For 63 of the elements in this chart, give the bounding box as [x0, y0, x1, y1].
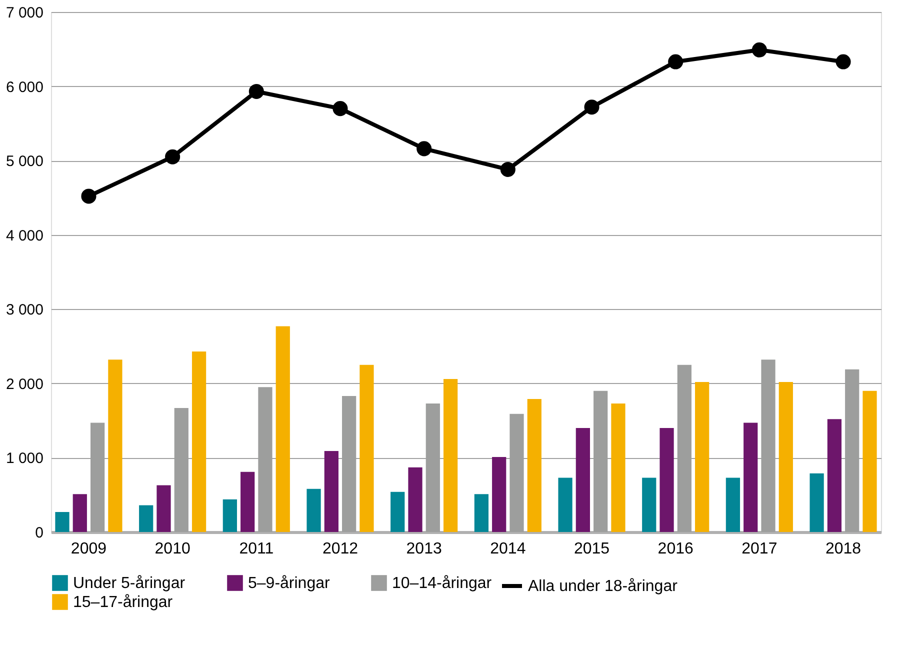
x-tick-label: 2018: [825, 540, 862, 558]
legend-label: 10–14-åringar: [392, 575, 492, 592]
bar: [360, 364, 374, 532]
bar: [827, 419, 842, 532]
legend-label: Alla under 18-åringar: [528, 578, 678, 595]
bar: [240, 472, 255, 532]
bar: [156, 485, 171, 532]
bar: [492, 456, 506, 532]
point: [416, 141, 432, 156]
point: [332, 101, 348, 116]
bar: [862, 390, 877, 532]
bar: [108, 360, 122, 532]
legend-label: 15–17-åringar: [73, 594, 174, 611]
bar: [611, 403, 626, 532]
bar: [527, 399, 542, 532]
x-tick-label: 2013: [406, 540, 442, 558]
point: [668, 54, 684, 70]
y-tick-label: 6 000: [6, 78, 44, 96]
point: [752, 42, 767, 58]
y-tick-label: 3 000: [6, 302, 44, 319]
y-tick-label: 5 000: [6, 153, 44, 170]
legend-label: 5–9-åringar: [248, 575, 330, 592]
x-tick-label: 2012: [322, 540, 358, 558]
x-tick-label: 2011: [239, 540, 274, 558]
bar: [139, 505, 154, 532]
bar: [660, 428, 674, 532]
bar: [55, 512, 70, 532]
y-tick-label: 0: [35, 524, 44, 542]
y-tick-label: 4 000: [6, 227, 44, 244]
bar: [390, 492, 405, 532]
bar: [306, 488, 321, 532]
point: [584, 100, 600, 115]
y-tick-label: 7 000: [6, 4, 44, 22]
bar: [642, 478, 656, 532]
bar: [778, 382, 793, 532]
x-tick-label: 2016: [658, 540, 694, 558]
bar: [408, 467, 422, 532]
bar: [192, 351, 206, 532]
x-tick-label: 2015: [574, 540, 610, 558]
x-tick-label: 2009: [70, 540, 107, 558]
point: [248, 84, 264, 99]
bar: [695, 382, 710, 532]
bar: [324, 451, 338, 532]
bar: [72, 494, 87, 532]
x-tick-label: 2014: [490, 540, 526, 558]
bar: [558, 478, 572, 532]
bar: [276, 326, 290, 532]
point: [500, 162, 516, 177]
bar: [222, 499, 237, 532]
x-tick-label: 2010: [154, 540, 190, 558]
bar: [576, 428, 590, 532]
bar: [744, 422, 758, 532]
point: [81, 188, 96, 204]
x-tick-label: 2017: [742, 540, 778, 558]
legend-label: Under 5-åringar: [73, 575, 186, 592]
y-tick-label: 2 000: [6, 376, 44, 393]
point: [165, 149, 180, 164]
point: [836, 54, 851, 70]
bar: [726, 478, 740, 532]
bar: [474, 494, 489, 532]
bar: [810, 473, 824, 532]
y-tick-label: 1 000: [6, 450, 44, 468]
bar: [443, 378, 458, 532]
